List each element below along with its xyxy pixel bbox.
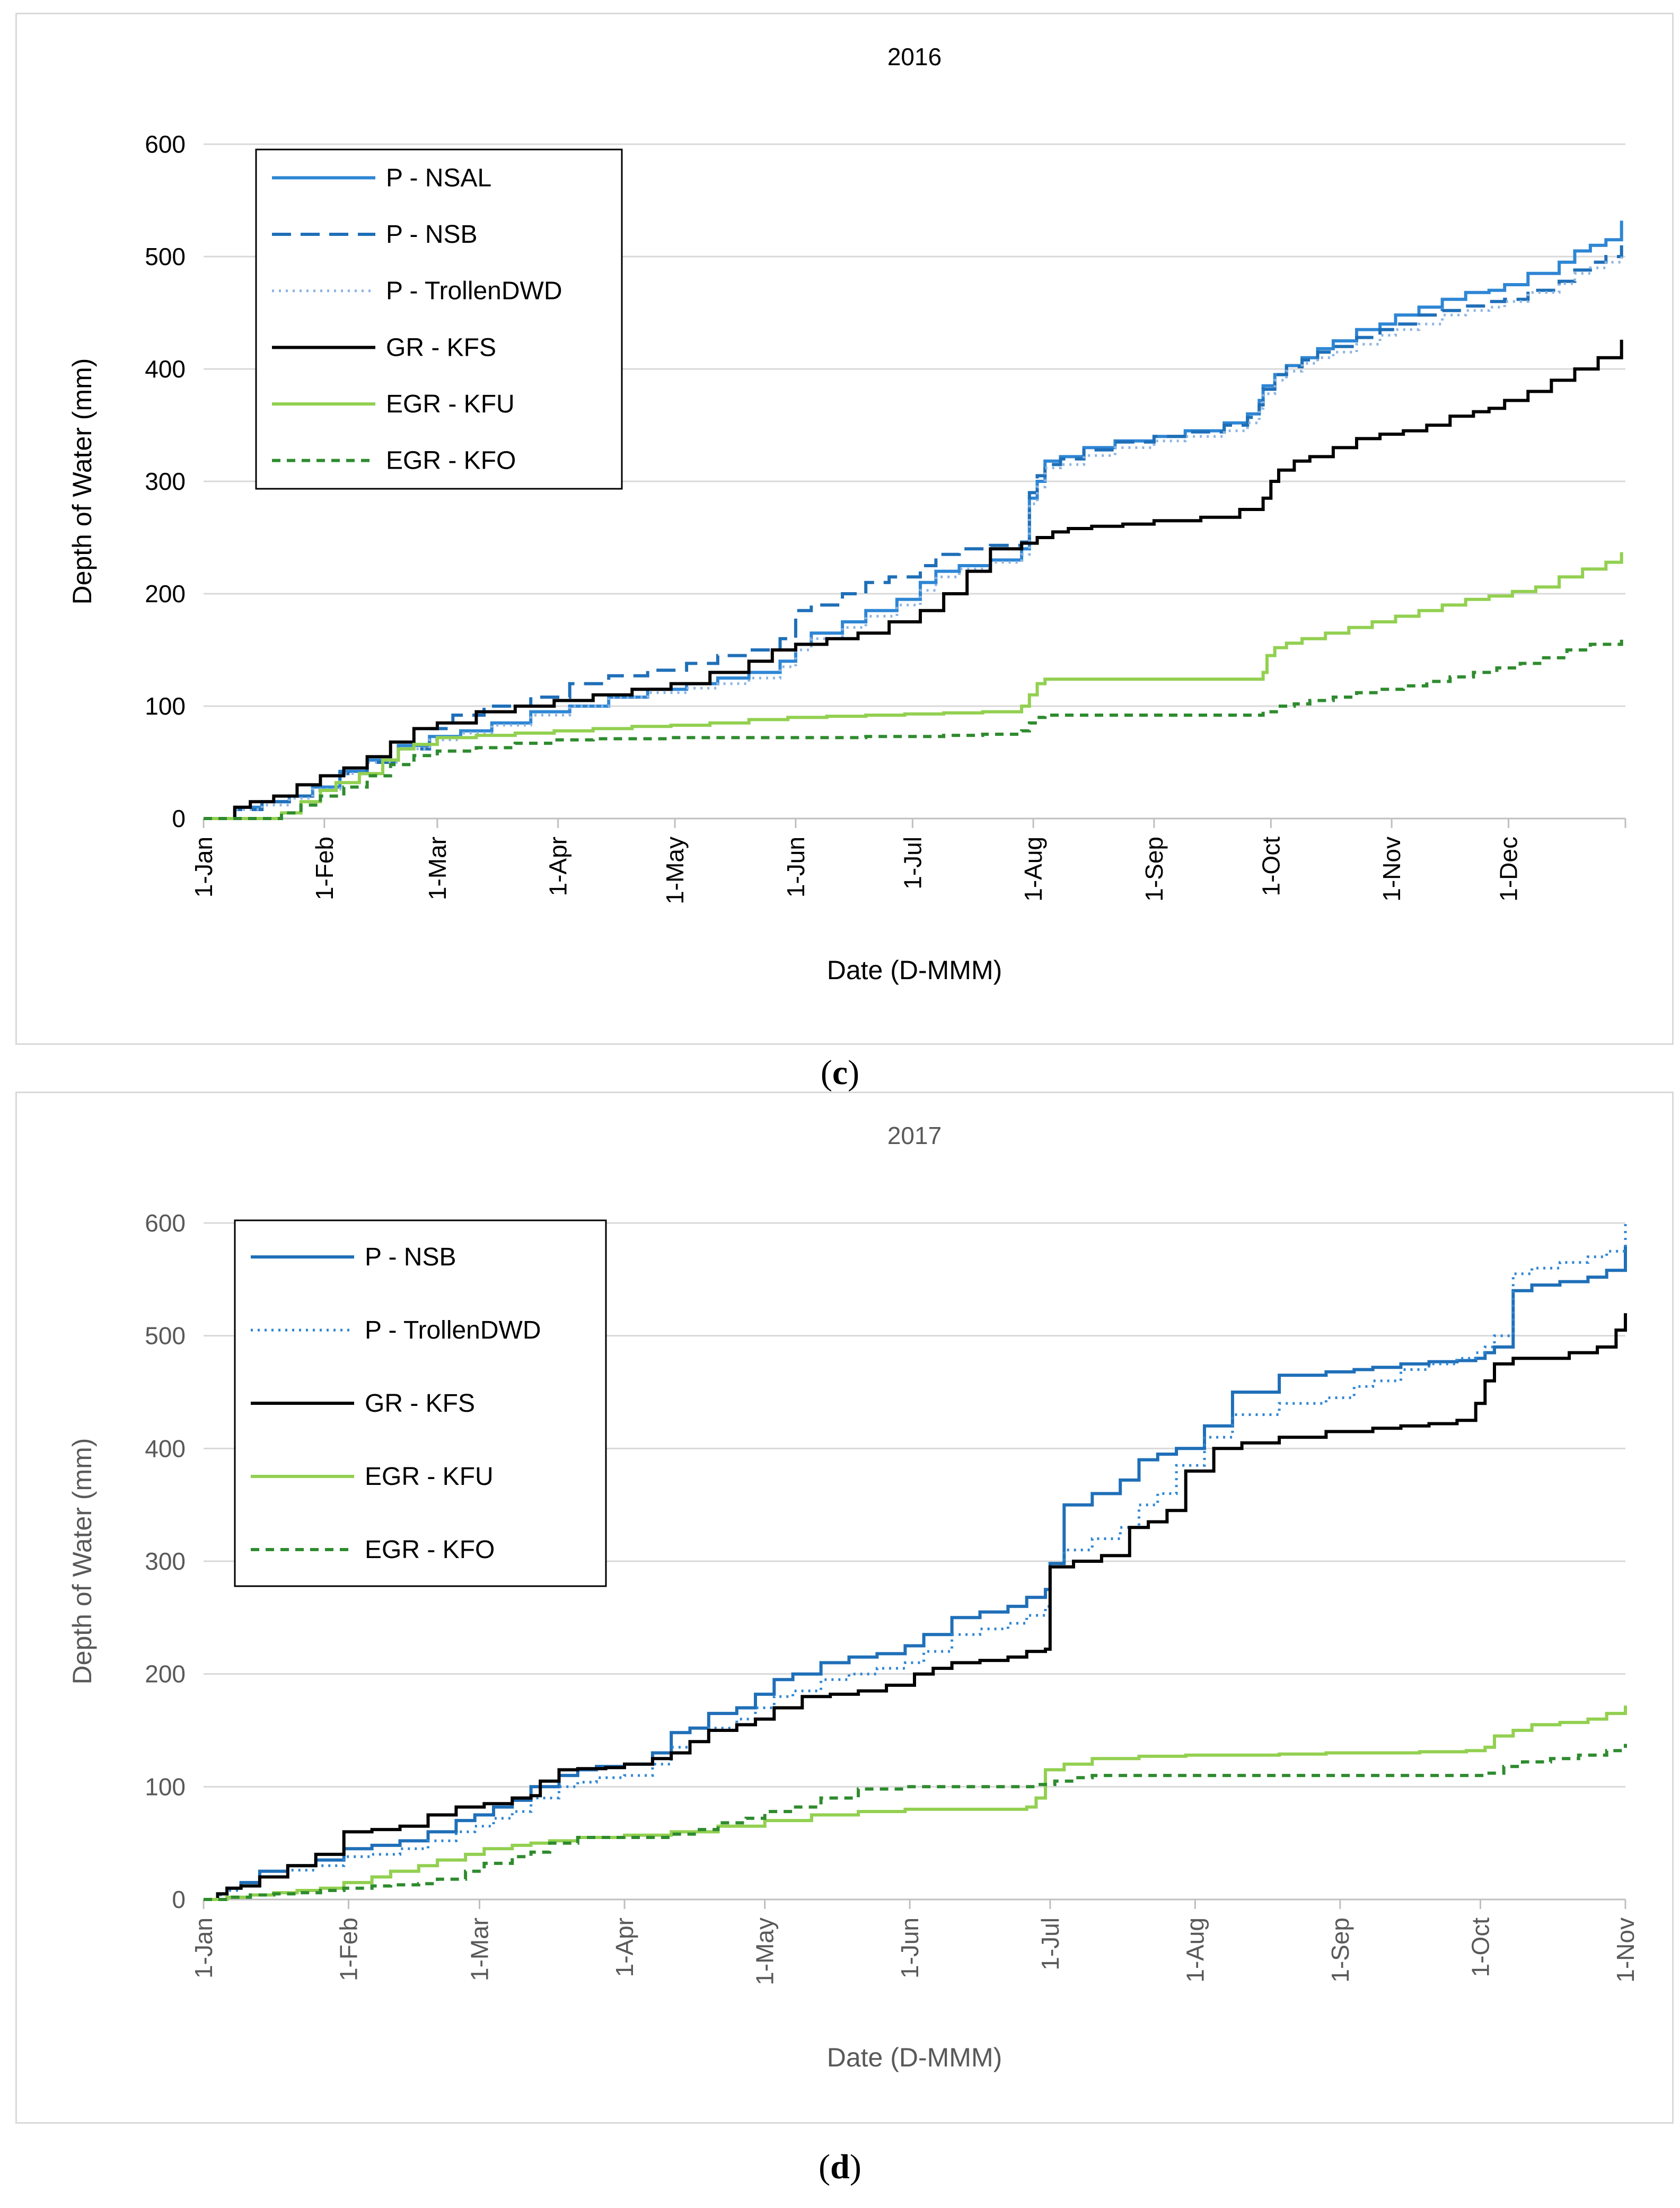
x-tick-label: 1-Sep (1140, 837, 1168, 902)
series-line-p-nsb (204, 1245, 1627, 1901)
series-line-p-nsb (204, 245, 1623, 820)
y-tick-label: 200 (145, 1660, 186, 1688)
x-tick-label: 1-Nov (1612, 1917, 1639, 1983)
y-tick-label: 300 (145, 1547, 186, 1575)
x-tick-label: 1-Sep (1326, 1917, 1354, 1983)
chart-panel-2016: 2016 0 100 200 300 400 500 600 1-Jan 1-Feb 1-Mar 1-… (15, 13, 1674, 1045)
legend-box (255, 148, 623, 490)
legend-label: GR - KFS (386, 333, 496, 362)
chart-title: 2017 (887, 1122, 942, 1149)
series-line-egr-kfo (204, 635, 1623, 820)
y-tick-label: 500 (145, 243, 186, 270)
series-line-p-trollendwd (204, 1223, 1627, 1901)
y-tick-label: 0 (172, 805, 186, 832)
series-line-egr-kfo (204, 1744, 1627, 1901)
x-tick-label: 1-Jul (899, 837, 926, 890)
series-line-egr-kfu (204, 1705, 1627, 1901)
y-tick-label: 400 (145, 355, 186, 383)
legend-label: P - TrollenDWD (365, 1316, 541, 1344)
x-tick-label: 1-Mar (424, 837, 451, 900)
chart-title: 2016 (887, 43, 942, 71)
legend-label: EGR - KFU (365, 1463, 494, 1491)
legend-label: GR - KFS (365, 1389, 475, 1418)
legend-label: EGR - KFO (386, 447, 516, 475)
x-tick-label: 1-Jan (190, 1917, 217, 1978)
y-tick-label: 0 (172, 1886, 186, 1913)
legend-label: P - TrollenDWD (386, 277, 562, 305)
y-tick-label: 100 (145, 1773, 186, 1800)
caption-d: (d) (819, 2148, 861, 2186)
x-tick-label: 1-Dec (1495, 837, 1523, 902)
x-tick-label: 1-May (751, 1917, 779, 1985)
x-tick-label: 1-Aug (1019, 837, 1047, 902)
y-axis-title: Depth of Water (mm) (67, 1438, 97, 1685)
legend: P - NSB P - TrollenDWD GR - KFS EGR - KFU EG… (234, 1219, 607, 1587)
caption-c: (c) (820, 1053, 860, 1092)
series-line-p-trollendwd (204, 257, 1623, 820)
y-tick-label: 500 (145, 1322, 186, 1350)
y-axis-title: Depth of Water (mm) (67, 358, 97, 605)
y-tick-label: 600 (145, 130, 186, 158)
legend-label: EGR - KFO (365, 1536, 495, 1564)
x-tick-label: 1-Nov (1378, 837, 1405, 902)
x-tick-label: 1-Mar (466, 1917, 494, 1981)
x-tick-label: 1-Oct (1257, 837, 1285, 896)
x-tick-label: 1-Aug (1181, 1917, 1209, 1983)
y-tick-label: 100 (145, 692, 186, 720)
legend-label: P - NSB (365, 1243, 456, 1271)
y-tick-label: 400 (145, 1435, 186, 1462)
x-tick-label: 1-Jun (782, 837, 810, 898)
x-tick-label: 1-Feb (311, 837, 338, 900)
chart-2016: 2016 0 100 200 300 400 500 600 1-Jan 1-Feb 1-Mar 1-… (67, 43, 1626, 985)
series-line-gr-kfs (204, 339, 1623, 820)
x-axis-title: Date (D-MMM) (827, 2043, 1002, 2072)
x-tick-label: 1-Jun (896, 1917, 923, 1978)
x-tick-label: 1-Jul (1036, 1917, 1064, 1971)
legend-label: EGR - KFU (386, 390, 515, 418)
x-tick-label: 1-Oct (1467, 1917, 1494, 1977)
x-tick-label: 1-Apr (611, 1917, 638, 1977)
series-line-gr-kfs (204, 1313, 1627, 1901)
series-line-p-nsal (204, 221, 1623, 820)
x-tick-label: 1-Feb (335, 1917, 362, 1981)
legend-label: P - NSAL (386, 164, 491, 192)
chart-2017: 2017 0 100 200 300 400 500 600 1-Jan 1-Feb 1-Mar 1-… (67, 1122, 1639, 2072)
y-tick-label: 300 (145, 468, 186, 495)
y-tick-label: 200 (145, 580, 186, 608)
series-line-egr-kfu (204, 552, 1623, 820)
legend-label: P - NSB (386, 221, 478, 249)
x-tick-label: 1-May (661, 837, 689, 904)
y-tick-label: 600 (145, 1209, 186, 1237)
x-tick-label: 1-Jan (190, 837, 217, 898)
chart-panel-2017: 2017 0 100 200 300 400 500 600 1-Jan 1-Feb 1-Mar 1-… (15, 1092, 1674, 2124)
legend: P - NSAL P - NSB P - TrollenDWD GR - KFS EGR… (255, 148, 623, 490)
x-axis-title: Date (D-MMM) (827, 955, 1002, 985)
x-tick-label: 1-Apr (544, 837, 572, 896)
